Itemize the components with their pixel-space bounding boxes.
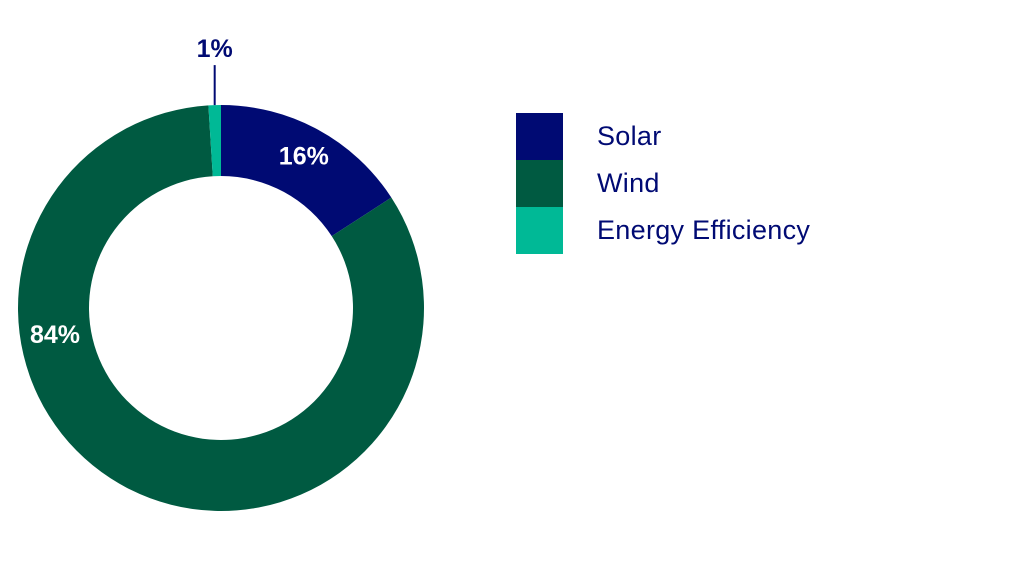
data-label-solar: 16% <box>279 143 329 171</box>
slice-labels: 16% 84% 1% <box>30 35 329 349</box>
legend-label-solar: Solar <box>597 121 662 151</box>
legend-swatch-energy-efficiency <box>516 207 563 254</box>
donut-slices <box>17 105 425 512</box>
data-label-energy-efficiency: 1% <box>197 35 233 63</box>
legend-label-energy-efficiency: Energy Efficiency <box>597 215 811 245</box>
legend-swatch-wind <box>516 160 563 207</box>
legend-swatch-solar <box>516 113 563 160</box>
slice-solar <box>221 105 392 237</box>
legend-label-wind: Wind <box>597 168 660 198</box>
data-label-wind: 84% <box>30 321 80 349</box>
slice-energy-efficiency <box>208 105 221 177</box>
slice-wind <box>17 105 425 512</box>
